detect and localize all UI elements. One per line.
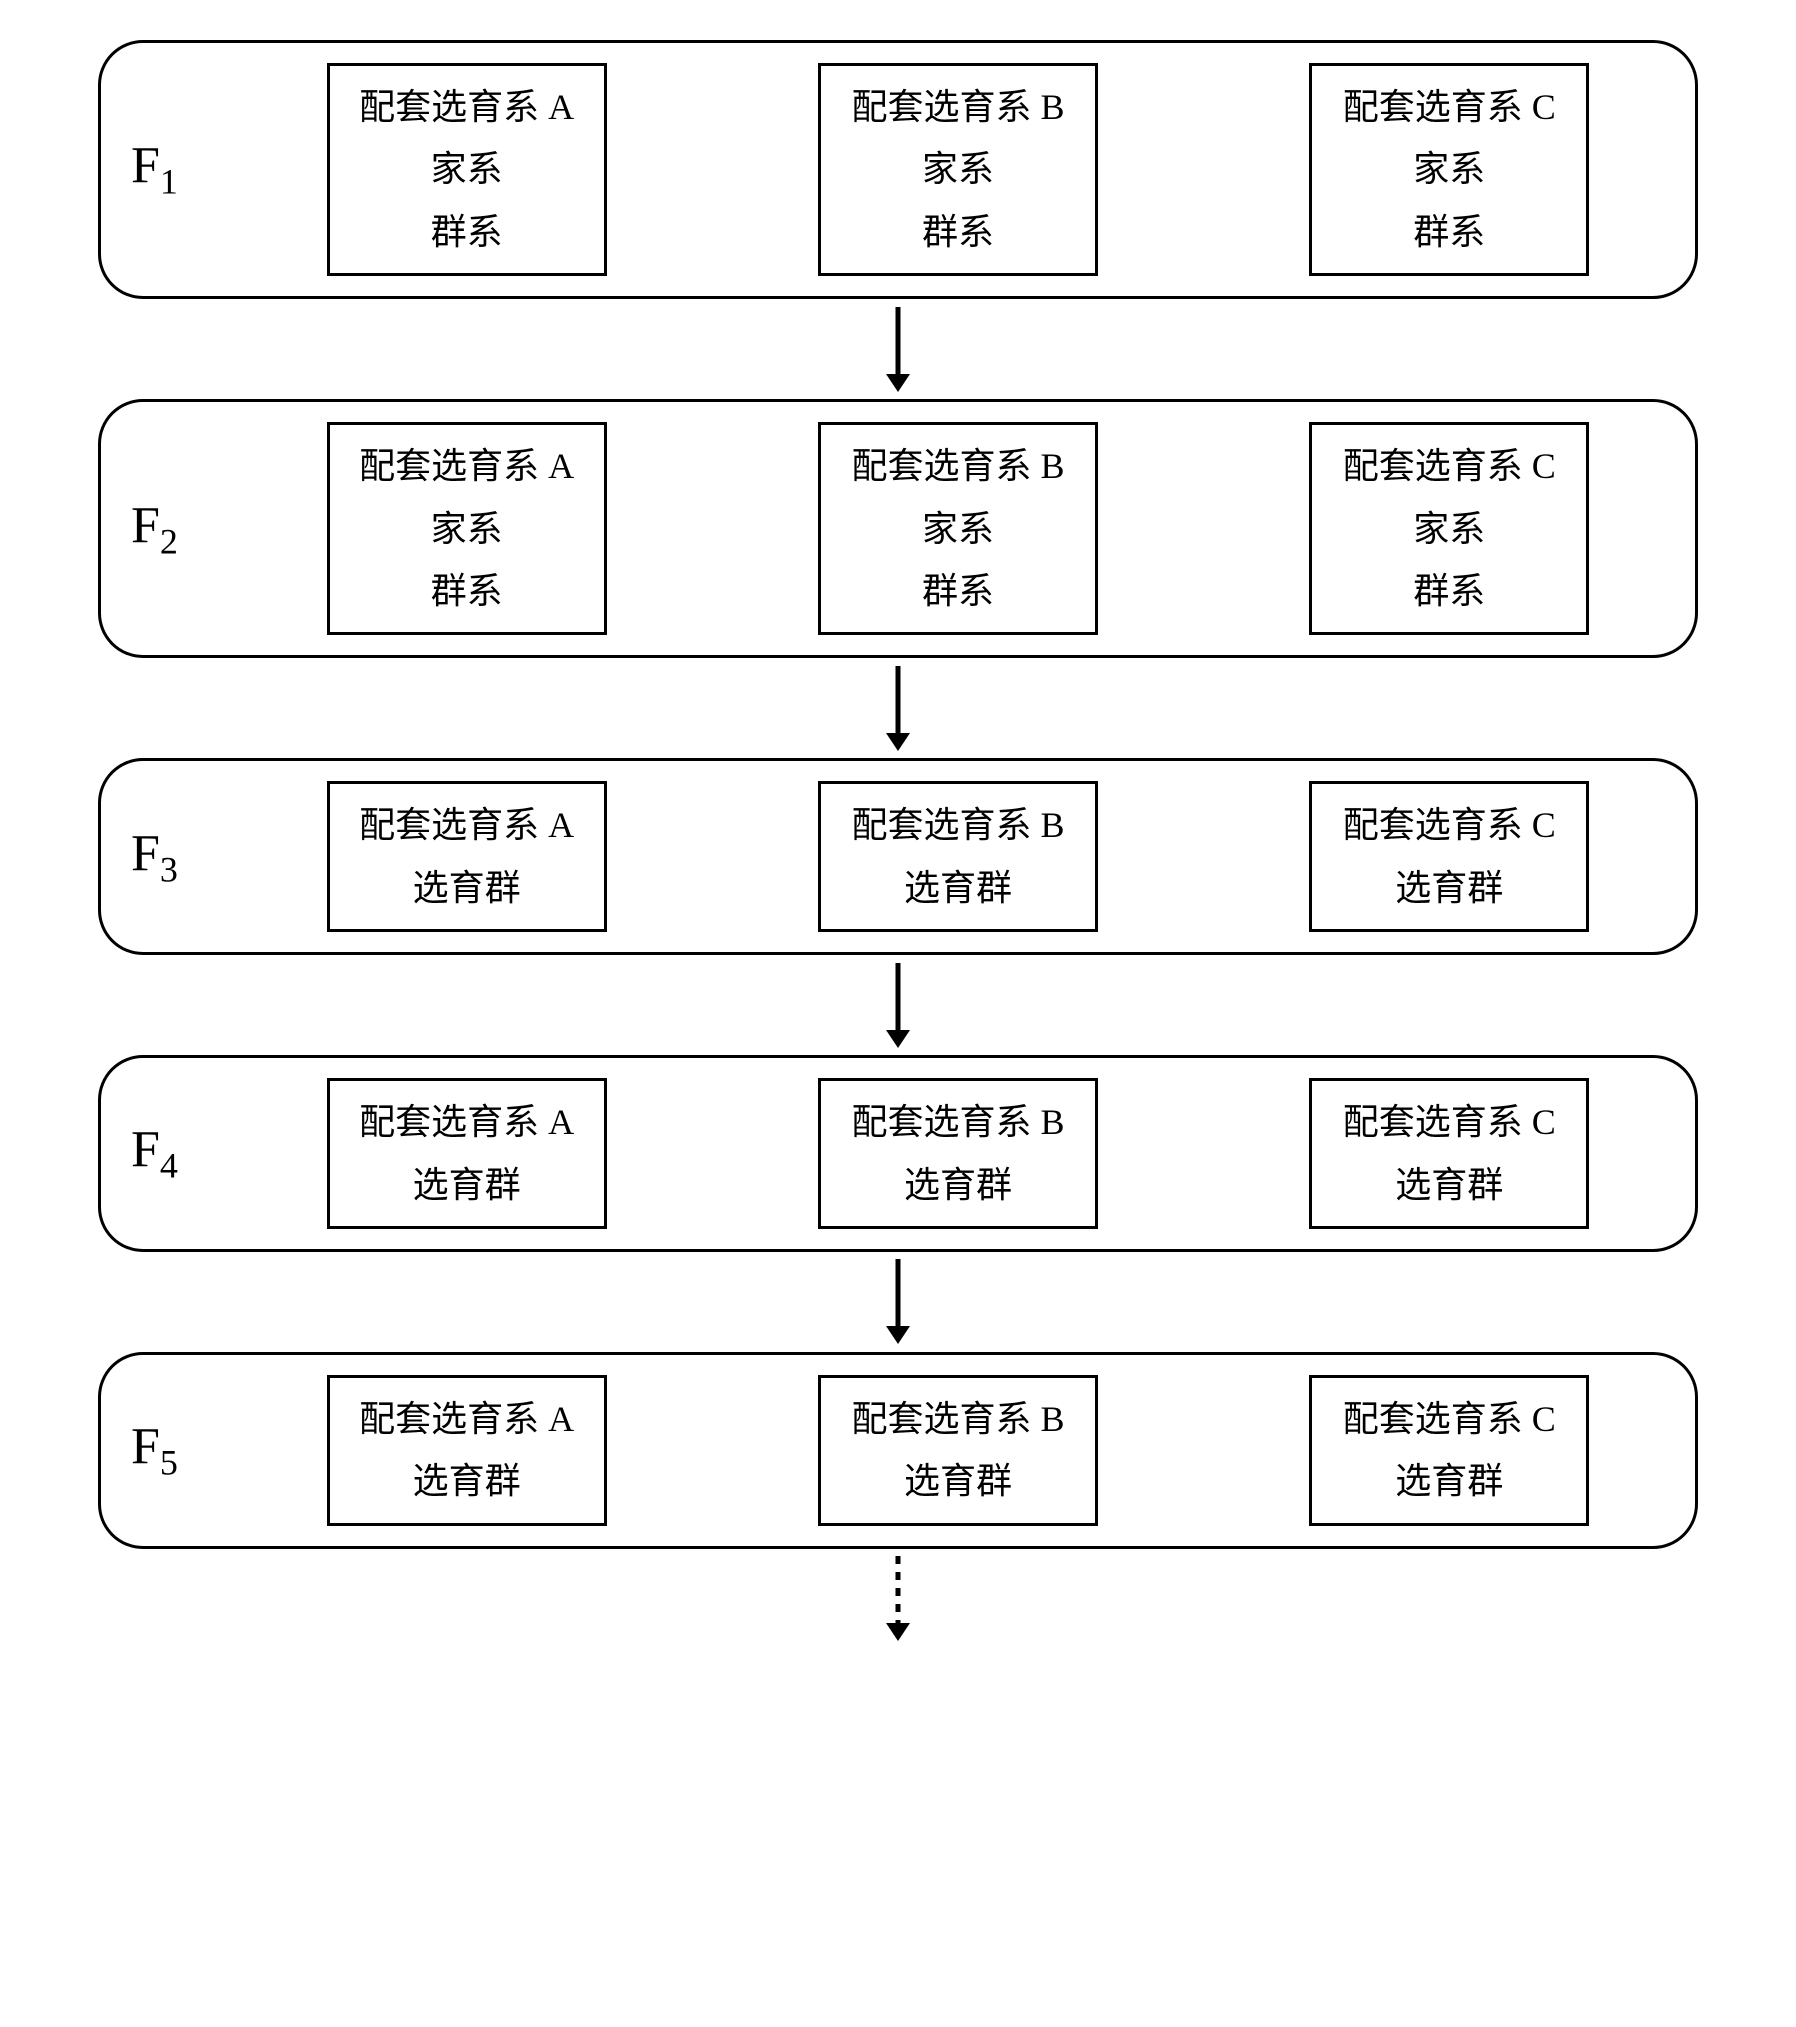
box-text-line: 配套选育系 A: [359, 800, 574, 850]
generation-label-main: F: [131, 825, 160, 882]
box-text-line: 选育群: [1395, 1456, 1503, 1506]
generation-row: F3 配套选育系 A 选育群 配套选育系 B 选育群 配套选育系 C 选育群: [98, 758, 1698, 955]
box-text-line: 选育群: [413, 863, 521, 913]
box-text-line: 选育群: [413, 1160, 521, 1210]
selection-box: 配套选育系 B 家系群系: [818, 422, 1098, 635]
box-text-line: 群系: [1413, 566, 1485, 616]
box-text-line: 配套选育系 B: [851, 82, 1064, 132]
generation-label-sub: 4: [160, 1146, 178, 1186]
generation-label-main: F: [131, 1121, 160, 1178]
selection-box: 配套选育系 B 家系群系: [818, 63, 1098, 276]
box-text-line: 配套选育系 A: [359, 1097, 574, 1147]
generation-label: F4: [131, 1120, 221, 1186]
selection-box: 配套选育系 C 选育群: [1309, 1078, 1589, 1229]
boxes-container: 配套选育系 A 家系群系 配套选育系 B 家系群系 配套选育系 C 家系群系: [251, 63, 1665, 276]
generation-label-sub: 5: [160, 1442, 178, 1482]
selection-box: 配套选育系 A 选育群: [327, 781, 607, 932]
boxes-container: 配套选育系 A 选育群 配套选育系 B 选育群 配套选育系 C 选育群: [251, 1078, 1665, 1229]
selection-box: 配套选育系 C 选育群: [1309, 1375, 1589, 1526]
box-text-line: 配套选育系 A: [359, 82, 574, 132]
selection-box: 配套选育系 A 家系群系: [327, 422, 607, 635]
selection-box: 配套选育系 B 选育群: [818, 1078, 1098, 1229]
generation-row: F2 配套选育系 A 家系群系 配套选育系 B 家系群系 配套选育系 C 家系群系: [98, 399, 1698, 658]
generation-label: F2: [131, 496, 221, 562]
arrow-solid: [98, 658, 1698, 758]
box-text-line: 家系: [431, 504, 503, 554]
arrow-solid: [98, 299, 1698, 399]
generation-label-sub: 2: [160, 521, 178, 561]
box-text-line: 配套选育系 C: [1343, 800, 1556, 850]
box-text-line: 群系: [431, 566, 503, 616]
box-text-line: 家系: [431, 144, 503, 194]
generation-label-main: F: [131, 137, 160, 194]
box-text-line: 配套选育系 B: [851, 1097, 1064, 1147]
box-text-line: 配套选育系 C: [1343, 441, 1556, 491]
box-text-line: 配套选育系 C: [1343, 82, 1556, 132]
box-text-line: 配套选育系 B: [851, 441, 1064, 491]
selection-box: 配套选育系 C 选育群: [1309, 781, 1589, 932]
arrow-solid: [98, 955, 1698, 1055]
generation-label: F3: [131, 824, 221, 890]
generation-label: F1: [131, 136, 221, 202]
box-text-line: 选育群: [1395, 1160, 1503, 1210]
selection-box: 配套选育系 C 家系群系: [1309, 422, 1589, 635]
box-text-line: 群系: [431, 207, 503, 257]
breeding-flowchart: F1配套选育系 A家系群系配套选育系 B家系群系配套选育系 C家系群系 F2配套…: [98, 40, 1698, 1649]
box-text-line: 群系: [922, 207, 994, 257]
boxes-container: 配套选育系 A 选育群 配套选育系 B 选育群 配套选育系 C 选育群: [251, 1375, 1665, 1526]
arrow-dashed: [98, 1549, 1698, 1649]
generation-label-main: F: [131, 1418, 160, 1475]
selection-box: 配套选育系 C 家系群系: [1309, 63, 1589, 276]
box-text-line: 配套选育系 C: [1343, 1394, 1556, 1444]
box-text-line: 选育群: [904, 1456, 1012, 1506]
box-text-line: 家系: [1413, 144, 1485, 194]
box-text-line: 选育群: [904, 863, 1012, 913]
selection-box: 配套选育系 A 家系群系: [327, 63, 607, 276]
selection-box: 配套选育系 A 选育群: [327, 1078, 607, 1229]
box-text-line: 选育群: [904, 1160, 1012, 1210]
box-text-line: 选育群: [1395, 863, 1503, 913]
box-text-line: 配套选育系 B: [851, 800, 1064, 850]
box-text-line: 群系: [1413, 207, 1485, 257]
arrow-solid: [98, 1252, 1698, 1352]
generation-label: F5: [131, 1417, 221, 1483]
box-text-line: 配套选育系 A: [359, 441, 574, 491]
box-text-line: 配套选育系 A: [359, 1394, 574, 1444]
boxes-container: 配套选育系 A 选育群 配套选育系 B 选育群 配套选育系 C 选育群: [251, 781, 1665, 932]
box-text-line: 群系: [922, 566, 994, 616]
selection-box: 配套选育系 B 选育群: [818, 781, 1098, 932]
generation-row: F4 配套选育系 A 选育群 配套选育系 B 选育群 配套选育系 C 选育群: [98, 1055, 1698, 1252]
box-text-line: 家系: [1413, 504, 1485, 554]
box-text-line: 家系: [922, 504, 994, 554]
generation-label-main: F: [131, 497, 160, 554]
box-text-line: 配套选育系 B: [851, 1394, 1064, 1444]
box-text-line: 选育群: [413, 1456, 521, 1506]
generation-row: F1 配套选育系 A 家系群系 配套选育系 B 家系群系 配套选育系 C 家系群系: [98, 40, 1698, 299]
generation-label-sub: 1: [160, 162, 178, 202]
box-text-line: 家系: [922, 144, 994, 194]
generation-label-sub: 3: [160, 849, 178, 889]
selection-box: 配套选育系 B 选育群: [818, 1375, 1098, 1526]
generation-row: F5 配套选育系 A 选育群 配套选育系 B 选育群 配套选育系 C 选育群: [98, 1352, 1698, 1549]
box-text-line: 配套选育系 C: [1343, 1097, 1556, 1147]
boxes-container: 配套选育系 A 家系群系 配套选育系 B 家系群系 配套选育系 C 家系群系: [251, 422, 1665, 635]
selection-box: 配套选育系 A 选育群: [327, 1375, 607, 1526]
